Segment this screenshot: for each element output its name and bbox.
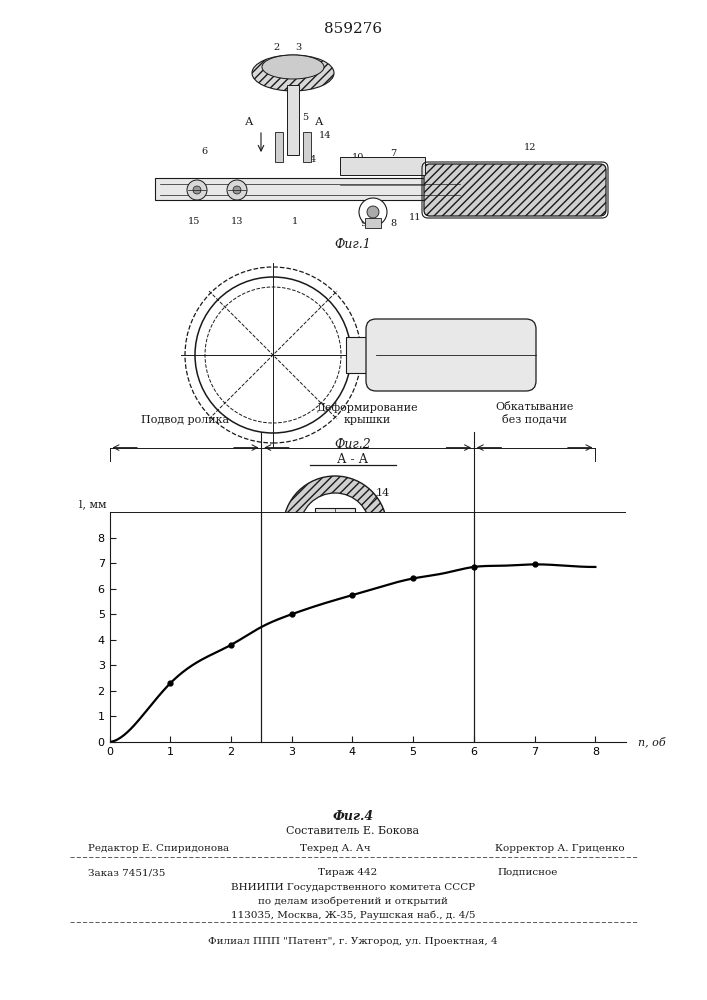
Circle shape xyxy=(359,198,387,226)
Text: 6: 6 xyxy=(279,531,286,541)
Text: 5: 5 xyxy=(286,513,293,523)
FancyBboxPatch shape xyxy=(366,319,536,391)
Ellipse shape xyxy=(252,55,334,91)
Text: А: А xyxy=(315,117,323,127)
Text: 3: 3 xyxy=(295,43,301,52)
Text: 11: 11 xyxy=(409,213,421,222)
Text: по делам изобретений и открытий: по делам изобретений и открытий xyxy=(258,897,448,906)
Text: 14: 14 xyxy=(376,488,390,498)
Text: Фиг.4: Фиг.4 xyxy=(332,810,373,823)
Circle shape xyxy=(330,523,340,533)
Text: А - А: А - А xyxy=(337,453,368,466)
Bar xyxy=(315,508,355,548)
Circle shape xyxy=(367,206,379,218)
Circle shape xyxy=(300,493,370,563)
Circle shape xyxy=(347,524,355,532)
FancyBboxPatch shape xyxy=(365,218,381,228)
FancyBboxPatch shape xyxy=(424,164,606,216)
Text: 1: 1 xyxy=(292,218,298,227)
Text: 9: 9 xyxy=(360,220,366,229)
Text: n, об: n, об xyxy=(638,737,665,747)
Text: А: А xyxy=(245,117,253,127)
Text: Тираж 442: Тираж 442 xyxy=(318,868,378,877)
Circle shape xyxy=(193,186,201,194)
Text: 113035, Москва, Ж-35, Раушская наб., д. 4/5: 113035, Москва, Ж-35, Раушская наб., д. … xyxy=(230,910,475,920)
Text: 7: 7 xyxy=(390,148,396,157)
Text: 859276: 859276 xyxy=(324,22,382,36)
Bar xyxy=(303,132,311,162)
Ellipse shape xyxy=(262,55,324,79)
Circle shape xyxy=(233,186,241,194)
Text: Деформирование
крышки: Деформирование крышки xyxy=(317,402,419,425)
Text: Подвод ролика: Подвод ролика xyxy=(141,415,230,425)
Text: l, мм: l, мм xyxy=(79,499,107,509)
Text: Подписное: Подписное xyxy=(497,868,557,877)
Text: Обкатывание
без подачи: Обкатывание без подачи xyxy=(496,402,574,425)
Circle shape xyxy=(227,180,247,200)
Text: 8: 8 xyxy=(390,220,396,229)
Text: Корректор А. Гриценко: Корректор А. Гриценко xyxy=(495,844,624,853)
Text: Фиг.1: Фиг.1 xyxy=(334,238,371,251)
Bar xyxy=(346,337,378,373)
Text: 2: 2 xyxy=(274,43,280,52)
Text: 4: 4 xyxy=(310,155,316,164)
Text: 10: 10 xyxy=(352,153,364,162)
Text: 14: 14 xyxy=(376,561,390,571)
Text: Редактор Е. Спиридонова: Редактор Е. Спиридонова xyxy=(88,844,229,853)
Text: Техред А. Ач: Техред А. Ач xyxy=(300,844,370,853)
Text: ВНИИПИ Государственного комитета СССР: ВНИИПИ Государственного комитета СССР xyxy=(231,883,475,892)
Text: 15: 15 xyxy=(188,218,200,227)
Text: 14: 14 xyxy=(319,130,332,139)
Text: 5: 5 xyxy=(302,113,308,122)
Text: 6: 6 xyxy=(201,147,207,156)
Circle shape xyxy=(322,515,348,541)
Text: Составитель Е. Бокова: Составитель Е. Бокова xyxy=(286,826,419,836)
Text: Фиг.2: Фиг.2 xyxy=(334,438,371,451)
Bar xyxy=(275,132,283,162)
Circle shape xyxy=(315,524,323,532)
Text: Филиал ППП "Патент", г. Ужгород, ул. Проектная, 4: Филиал ППП "Патент", г. Ужгород, ул. Про… xyxy=(208,937,498,946)
Text: Заказ 7451/35: Заказ 7451/35 xyxy=(88,868,165,877)
Text: Фиг.3: Фиг.3 xyxy=(334,590,371,603)
Circle shape xyxy=(283,476,387,580)
Circle shape xyxy=(187,180,207,200)
Bar xyxy=(340,157,425,175)
Bar xyxy=(287,85,299,155)
Bar xyxy=(155,178,465,200)
Text: 13: 13 xyxy=(230,218,243,227)
Text: 12: 12 xyxy=(524,143,536,152)
